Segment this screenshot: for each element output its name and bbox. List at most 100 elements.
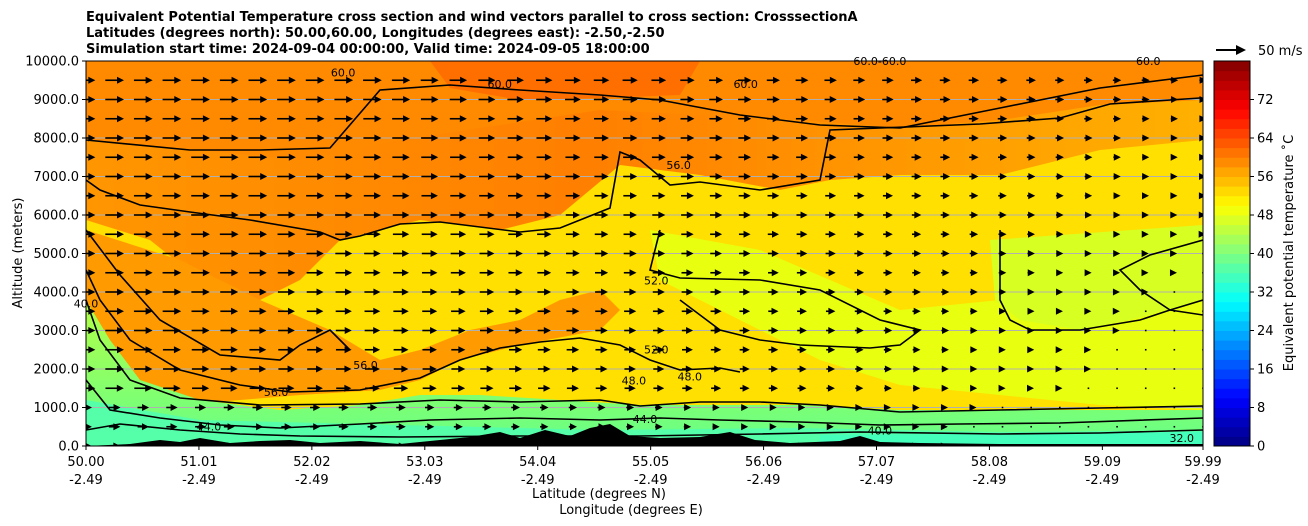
wind-vector <box>911 173 922 180</box>
wind-vector <box>449 76 468 84</box>
wind-vector <box>795 96 809 103</box>
wind-vector <box>651 115 666 123</box>
wind-vector <box>623 250 637 257</box>
wind-vector <box>162 173 182 180</box>
wind-vector <box>451 365 466 373</box>
wind-vector <box>1173 425 1176 428</box>
wind-vector <box>1173 368 1176 370</box>
colorbar-segment <box>1214 109 1250 120</box>
wind-vector <box>508 288 523 296</box>
contour-label: 56.0 <box>666 159 691 172</box>
wind-vector <box>738 153 752 161</box>
wind-vector <box>969 173 979 180</box>
wind-vector <box>248 134 268 142</box>
wind-vector <box>191 327 210 334</box>
wind-vector <box>853 134 865 142</box>
wind-vector <box>883 307 893 315</box>
wind-vector <box>338 423 349 431</box>
wind-vector <box>768 288 779 296</box>
x-tick-label-lat: 58.08 <box>971 455 1008 470</box>
wind-vector <box>738 192 751 200</box>
wind-vector <box>970 307 978 315</box>
title-line: Simulation start time: 2024-09-04 00:00:… <box>86 42 650 57</box>
wind-vector <box>1026 134 1036 142</box>
contour-label: 60.0 <box>733 78 758 91</box>
wind-vector <box>422 384 437 392</box>
wind-vector <box>133 192 153 200</box>
contour-label: 44.0 <box>197 421 222 434</box>
wind-vector <box>421 250 438 257</box>
wind-vector <box>652 269 665 277</box>
wind-vector <box>1170 250 1178 257</box>
y-tick-label: 2000.0 <box>34 363 80 378</box>
wind-vector <box>191 384 210 392</box>
wind-vector <box>970 384 978 392</box>
wind-vector <box>338 442 349 446</box>
wind-vector <box>884 384 892 392</box>
wind-vector <box>306 250 324 257</box>
x-tick-label-lon: -2.49 <box>860 473 894 488</box>
wind-vector <box>537 250 552 257</box>
wind-vector <box>507 96 524 103</box>
wind-vector <box>1199 115 1203 123</box>
wind-vector <box>912 442 920 446</box>
wind-vector <box>767 173 780 180</box>
wind-vector <box>680 115 695 123</box>
wind-vector <box>1170 115 1178 123</box>
colorbar-segment <box>1214 205 1250 216</box>
colorbar-segment <box>1214 138 1250 149</box>
wind-vector <box>882 173 894 180</box>
wind-vector <box>912 288 921 296</box>
wind-vector <box>1116 387 1118 390</box>
wind-vector <box>940 404 948 411</box>
wind-vector <box>166 423 178 431</box>
wind-vector <box>940 134 951 142</box>
wind-vector <box>970 327 978 334</box>
wind-vector <box>653 365 665 373</box>
wind-vector <box>393 365 409 373</box>
wind-vector <box>1084 269 1092 277</box>
wind-vector <box>998 346 1006 354</box>
y-tick-label: 7000.0 <box>34 170 80 185</box>
wind-vector <box>220 269 239 277</box>
wind-vector <box>449 115 467 123</box>
wind-vector <box>1027 211 1036 219</box>
wind-vector <box>681 230 694 238</box>
wind-vector <box>824 153 837 161</box>
wind-vector <box>482 404 492 411</box>
colorbar-segment <box>1214 215 1250 226</box>
wind-vector <box>248 192 268 200</box>
wind-vector <box>1141 115 1150 123</box>
colorbar-segment <box>1214 320 1250 331</box>
wind-vector <box>940 192 950 200</box>
wind-vector <box>536 211 552 219</box>
wind-vector <box>623 173 638 180</box>
wind-vector <box>940 230 950 238</box>
wind-vector <box>195 423 207 431</box>
wind-vector <box>334 115 354 123</box>
wind-vector <box>912 423 920 431</box>
wind-vector <box>305 173 325 180</box>
wind-vector <box>1026 153 1036 161</box>
wind-vector <box>191 153 210 161</box>
wind-vector <box>912 346 921 354</box>
wind-vector <box>507 153 524 161</box>
wind-vector <box>911 153 922 161</box>
wind-vector <box>134 346 153 354</box>
x-tick-label-lon: -2.49 <box>295 473 329 488</box>
wind-vector <box>739 288 751 296</box>
wind-vector <box>883 346 893 354</box>
wind-vector <box>1058 406 1061 409</box>
wind-vector <box>854 307 864 315</box>
wind-vector <box>622 96 638 103</box>
wind-vector <box>767 115 780 123</box>
wind-vector <box>479 192 495 200</box>
wind-vector <box>1058 425 1061 428</box>
wind-vector <box>738 173 751 180</box>
wind-vector <box>306 327 324 334</box>
wind-vector <box>854 327 864 334</box>
wind-vector <box>1141 269 1149 277</box>
wind-vector <box>710 230 723 238</box>
wind-vector <box>220 365 238 373</box>
